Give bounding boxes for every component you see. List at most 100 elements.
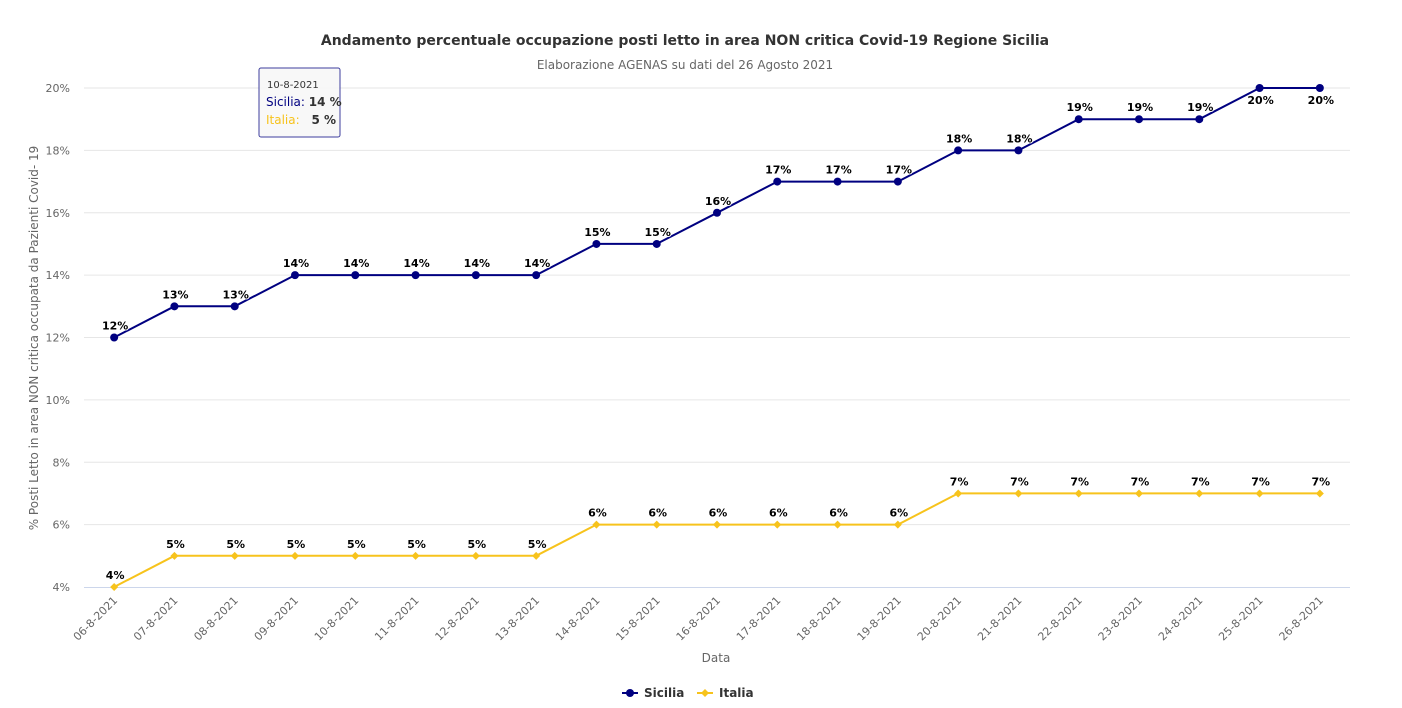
point-sicilia[interactable] — [1195, 115, 1204, 124]
x-tick-label: 25-8-2021 — [1216, 594, 1265, 643]
point-italia[interactable] — [471, 551, 480, 560]
x-tick-label: 07-8-2021 — [131, 594, 180, 643]
point-sicilia[interactable] — [532, 271, 541, 280]
data-label: 7% — [1191, 475, 1210, 488]
data-label: 6% — [588, 507, 607, 520]
point-italia[interactable] — [170, 551, 179, 560]
data-label: 18% — [1006, 132, 1032, 145]
data-label: 19% — [1187, 101, 1213, 114]
data-label: 5% — [528, 538, 547, 551]
point-sicilia[interactable] — [893, 177, 902, 186]
point-italia[interactable] — [1074, 489, 1083, 498]
legend-marker — [701, 689, 709, 697]
point-italia[interactable] — [1255, 489, 1264, 498]
point-italia[interactable] — [532, 551, 541, 560]
point-italia[interactable] — [351, 551, 360, 560]
point-sicilia[interactable] — [170, 302, 179, 311]
data-label: 4% — [106, 569, 125, 582]
tooltip-row-sicilia: Sicilia: 14 % — [266, 95, 342, 109]
data-labels: 12% 13% 13% 14% 14% 14% 14% 14% 15% 15% 16% 17% 17% 1… — [101, 93, 1335, 583]
point-sicilia[interactable] — [1135, 115, 1143, 124]
point-sicilia[interactable] — [471, 271, 480, 280]
tooltip-italia-value: 5 % — [312, 113, 337, 127]
point-sicilia[interactable] — [713, 208, 721, 217]
point-italia[interactable] — [954, 489, 963, 498]
point-sicilia[interactable] — [1014, 146, 1023, 155]
legend-item-sicilia[interactable]: Sicilia — [622, 686, 684, 700]
legend: Sicilia Italia — [622, 686, 754, 700]
point-sicilia[interactable] — [110, 333, 119, 342]
data-label: 5% — [468, 538, 487, 551]
tooltip-sicilia-label: Sicilia: — [266, 95, 305, 109]
point-sicilia[interactable] — [592, 239, 601, 248]
y-tick-label: 6% — [53, 519, 70, 532]
point-italia[interactable] — [652, 520, 661, 529]
data-label: 5% — [407, 538, 426, 551]
x-tick-label: 13-8-2021 — [493, 594, 542, 643]
data-label: 19% — [1127, 101, 1153, 114]
point-italia[interactable] — [411, 551, 420, 560]
point-sicilia[interactable] — [652, 239, 661, 248]
legend-label: Italia — [719, 686, 754, 700]
x-axis-title: Data — [702, 651, 731, 665]
point-sicilia[interactable] — [230, 302, 239, 311]
tooltip: 10-8-2021 Sicilia: 14 % Italia: 5 % — [258, 67, 342, 138]
data-label: 13% — [162, 288, 188, 301]
tooltip-box — [258, 67, 341, 138]
point-sicilia[interactable] — [1074, 115, 1083, 124]
data-label: 17% — [765, 164, 791, 177]
data-label: 17% — [886, 164, 912, 177]
x-tick-label: 06-8-2021 — [71, 594, 120, 643]
data-label: 14% — [464, 257, 490, 270]
data-label: 7% — [1070, 475, 1089, 488]
point-italia[interactable] — [291, 551, 299, 560]
point-sicilia[interactable] — [1255, 84, 1264, 92]
data-label: 7% — [950, 475, 969, 488]
point-italia[interactable] — [893, 520, 902, 529]
data-label: 5% — [166, 538, 185, 551]
x-tick-label: 22-8-2021 — [1035, 594, 1084, 643]
data-label: 19% — [1067, 101, 1093, 114]
point-italia[interactable] — [110, 583, 119, 591]
data-label: 16% — [705, 195, 731, 208]
point-sicilia[interactable] — [351, 271, 360, 280]
point-sicilia[interactable] — [773, 177, 782, 186]
legend-marker — [626, 689, 634, 697]
point-italia[interactable] — [833, 520, 842, 529]
y-tick-label: 18% — [46, 144, 70, 157]
tooltip-italia-label: Italia: — [266, 113, 300, 127]
x-tick-label: 12-8-2021 — [433, 594, 482, 643]
data-label: 7% — [1312, 475, 1331, 488]
point-italia[interactable] — [230, 551, 239, 560]
x-tick-label: 17-8-2021 — [734, 594, 783, 643]
data-label: 14% — [403, 257, 429, 270]
data-label: 5% — [226, 538, 245, 551]
legend-item-italia[interactable]: Italia — [697, 686, 754, 700]
data-label: 14% — [283, 257, 309, 270]
point-sicilia[interactable] — [833, 177, 842, 186]
point-sicilia[interactable] — [411, 271, 420, 280]
point-sicilia[interactable] — [291, 271, 299, 280]
x-tick-label: 19-8-2021 — [855, 594, 904, 643]
point-italia[interactable] — [1014, 489, 1023, 498]
x-tick-label: 10-8-2021 — [312, 594, 361, 643]
x-tick-label: 18-8-2021 — [794, 594, 843, 643]
data-label: 17% — [825, 164, 851, 177]
point-italia[interactable] — [592, 520, 601, 529]
data-label: 7% — [1131, 475, 1150, 488]
point-sicilia[interactable] — [1315, 84, 1324, 92]
x-tick-label: 14-8-2021 — [553, 594, 602, 643]
point-italia[interactable] — [1195, 489, 1204, 498]
x-tick-label: 11-8-2021 — [372, 594, 421, 643]
data-label: 6% — [769, 507, 788, 520]
point-italia[interactable] — [773, 520, 782, 529]
point-italia[interactable] — [1135, 489, 1143, 498]
point-sicilia[interactable] — [954, 146, 963, 155]
point-italia[interactable] — [1315, 489, 1324, 498]
point-italia[interactable] — [713, 520, 721, 529]
tooltip-row-italia: Italia: 5 % — [266, 113, 336, 127]
data-label: 6% — [648, 507, 667, 520]
x-tick-label: 26-8-2021 — [1277, 594, 1326, 643]
tooltip-header: 10-8-2021 — [267, 80, 319, 91]
data-label: 7% — [1010, 475, 1029, 488]
